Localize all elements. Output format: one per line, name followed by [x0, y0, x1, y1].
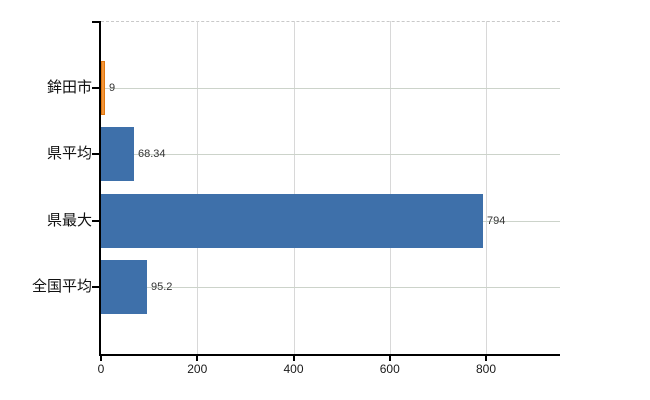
x-axis-tick — [100, 356, 102, 361]
plot-top-border — [101, 21, 560, 22]
category-label: 全国平均 — [31, 278, 92, 295]
x-tick-label: 0 — [97, 362, 105, 376]
y-axis-tick — [92, 87, 99, 89]
bar — [101, 127, 134, 181]
plot-area: 9 68.34 794 95.2 0 200 400 600 800 — [92, 21, 560, 376]
vertical-gridline — [197, 21, 199, 354]
x-tick-label: 400 — [283, 362, 304, 376]
vertical-gridline — [389, 21, 391, 354]
x-axis-tick — [388, 356, 391, 361]
vertical-gridline — [486, 21, 487, 354]
value-label: 9 — [109, 82, 116, 94]
x-axis-line — [99, 354, 560, 356]
x-tick-label: 600 — [379, 362, 400, 376]
x-tick-label: 800 — [475, 362, 497, 376]
y-axis-tick — [92, 153, 99, 155]
vertical-gridline — [293, 21, 295, 354]
value-label: 68.34 — [138, 148, 166, 160]
category-gridline — [101, 287, 560, 288]
y-axis-tick — [92, 220, 99, 222]
bar — [101, 61, 105, 115]
value-label: 95.2 — [151, 281, 173, 293]
category-label: 県平均 — [46, 145, 92, 162]
y-axis-line — [99, 21, 101, 356]
x-axis-tick — [292, 356, 295, 361]
x-axis-tick — [485, 356, 487, 361]
category-label: 鉾田市 — [46, 79, 92, 96]
y-axis-tick — [92, 286, 99, 288]
y-axis-end-tick — [92, 21, 99, 23]
category-gridline — [101, 154, 560, 155]
category-gridline — [101, 88, 560, 89]
bar — [101, 260, 147, 314]
x-axis-tick — [196, 356, 199, 361]
category-label: 県最大 — [46, 212, 92, 229]
bar — [101, 194, 483, 248]
value-label: 794 — [487, 215, 506, 227]
x-tick-label: 200 — [187, 362, 208, 376]
